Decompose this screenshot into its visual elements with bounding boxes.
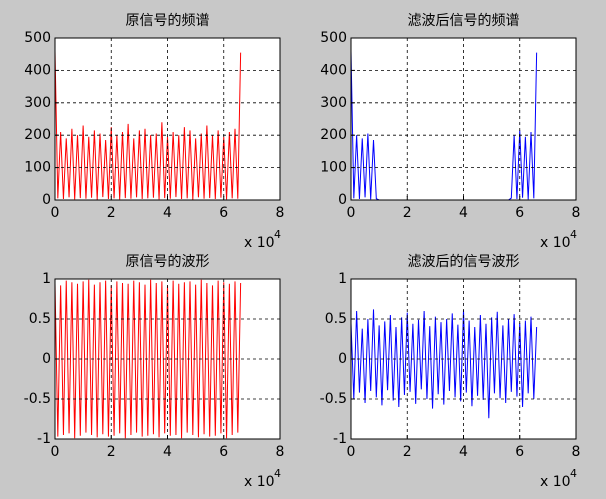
axes-box (54, 278, 281, 440)
y-tick-label: 300 (24, 95, 51, 111)
x-exponent: 4 (274, 228, 281, 241)
y-tick-label: 1 (42, 271, 51, 287)
x-tick-label: 8 (572, 205, 581, 221)
x-tick-label: 0 (51, 444, 60, 460)
chart-title: 原信号的波形 (126, 254, 210, 270)
x-exponent: 4 (570, 467, 577, 480)
signal-line (55, 50, 242, 200)
x-tick-label: 2 (403, 205, 412, 221)
plot (55, 50, 242, 200)
x-tick-label: 6 (219, 205, 228, 221)
x-tick-label: 2 (403, 444, 412, 460)
y-tick-label: 500 (320, 30, 347, 46)
axes-box (350, 278, 577, 440)
x-tick-label: 4 (459, 205, 468, 221)
axes-box (350, 37, 577, 201)
y-tick-label: 100 (24, 160, 51, 176)
x-tick-label: 8 (276, 444, 285, 460)
y-tick-label: 300 (320, 95, 347, 111)
x-multiplier: x 10 (540, 235, 571, 251)
axes-box (54, 37, 281, 201)
plot (351, 309, 538, 419)
x-tick-label: 0 (347, 444, 356, 460)
y-tick-label: 100 (320, 160, 347, 176)
chart-title: 原信号的频谱 (126, 13, 210, 29)
y-tick-label: 200 (320, 127, 347, 143)
y-tick-label: 200 (24, 127, 51, 143)
y-tick-label: -1 (333, 431, 347, 447)
y-tick-label: 0.5 (29, 311, 51, 327)
x-tick-label: 6 (515, 444, 524, 460)
y-tick-label: 0 (42, 192, 51, 208)
x-multiplier: x 10 (244, 235, 275, 251)
x-exponent: 4 (274, 467, 281, 480)
x-tick-label: 6 (219, 444, 228, 460)
x-tick-label: 8 (572, 444, 581, 460)
x-tick-label: 2 (107, 444, 116, 460)
y-tick-label: 400 (24, 62, 51, 78)
y-tick-label: 500 (24, 30, 51, 46)
x-multiplier: x 10 (540, 474, 571, 490)
y-tick-label: 0 (338, 351, 347, 367)
y-tick-label: 1 (338, 271, 347, 287)
signal-line (351, 309, 538, 419)
chart-title: 滤波后的信号波形 (408, 254, 520, 270)
signal-line (55, 279, 242, 439)
x-tick-label: 0 (51, 205, 60, 221)
x-tick-label: 2 (107, 205, 116, 221)
plot (55, 279, 242, 439)
y-tick-label: 0 (338, 192, 347, 208)
y-tick-label: -1 (37, 431, 51, 447)
y-tick-label: 400 (320, 62, 347, 78)
x-multiplier: x 10 (244, 474, 275, 490)
x-exponent: 4 (570, 228, 577, 241)
y-tick-label: -0.5 (320, 391, 347, 407)
x-tick-label: 4 (163, 444, 172, 460)
y-tick-label: 0 (42, 351, 51, 367)
chart-title: 滤波后信号的频谱 (408, 13, 520, 29)
x-tick-label: 4 (459, 444, 468, 460)
x-tick-label: 4 (163, 205, 172, 221)
x-tick-label: 0 (347, 205, 356, 221)
x-tick-label: 8 (276, 205, 285, 221)
y-tick-label: -0.5 (24, 391, 51, 407)
y-tick-label: 0.5 (325, 311, 347, 327)
x-tick-label: 6 (515, 205, 524, 221)
